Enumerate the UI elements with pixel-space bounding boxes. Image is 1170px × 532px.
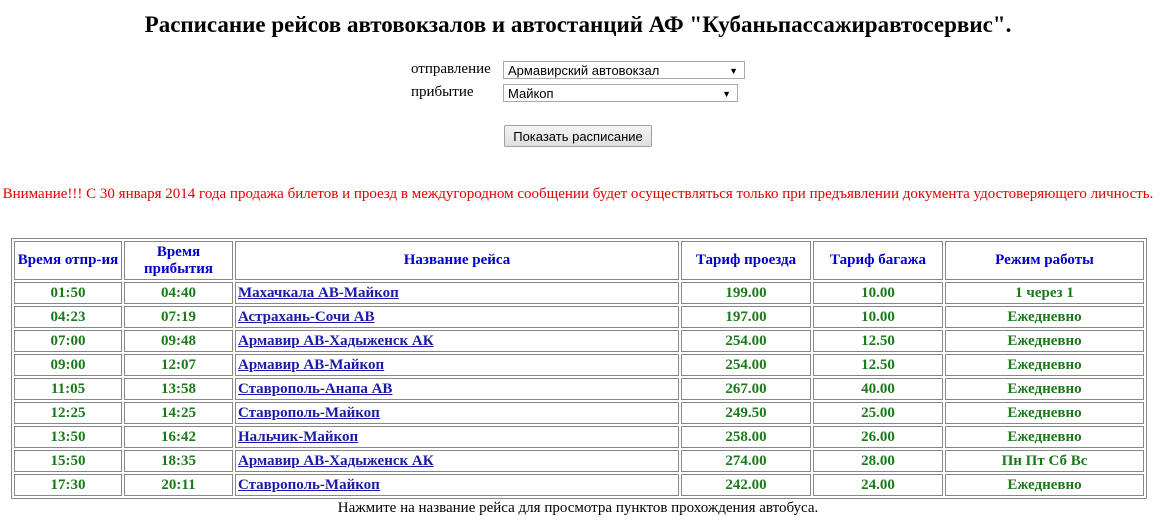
schedule-mode: Ежедневно	[945, 426, 1144, 448]
route-form: отправление Армавирский автовокзал ▼ при…	[411, 58, 745, 104]
route-link[interactable]: Армавир АВ-Хадыженск АК	[238, 332, 434, 349]
baggage-fare: 10.00	[813, 282, 943, 304]
route-name-cell: Армавир АВ-Майкоп	[235, 354, 679, 376]
column-header: Время прибытия	[124, 241, 233, 280]
schedule-mode: Ежедневно	[945, 378, 1144, 400]
arrival-time: 18:35	[124, 450, 233, 472]
table-row: 07:00 09:48 Армавир АВ-Хадыженск АК 254.00 1…	[14, 330, 1144, 352]
table-row: 04:23 07:19 Астрахань-Сочи АВ 197.00 10.00 Еж…	[14, 306, 1144, 328]
column-header: Тариф проезда	[681, 241, 811, 280]
arrival-label: прибытие	[411, 84, 474, 100]
fare: 258.00	[681, 426, 811, 448]
show-schedule-button[interactable]: Показать расписание	[504, 125, 652, 147]
fare: 254.00	[681, 330, 811, 352]
arrival-time: 16:42	[124, 426, 233, 448]
schedule-table: Время отпр-ия Время прибытия Название рейс…	[11, 238, 1147, 499]
fare: 274.00	[681, 450, 811, 472]
table-row: 13:50 16:42 Нальчик-Майкоп 258.00 26.00 Ежедн…	[14, 426, 1144, 448]
departure-time: 07:00	[14, 330, 122, 352]
baggage-fare: 12.50	[813, 330, 943, 352]
departure-time: 17:30	[14, 474, 122, 496]
route-link[interactable]: Ставрополь-Анапа АВ	[238, 380, 393, 397]
departure-time: 11:05	[14, 378, 122, 400]
table-row: 09:00 12:07 Армавир АВ-Майкоп 254.00 12.50 Еж…	[14, 354, 1144, 376]
route-name-cell: Ставрополь-Анапа АВ	[235, 378, 679, 400]
schedule-mode: Ежедневно	[945, 402, 1144, 424]
baggage-fare: 24.00	[813, 474, 943, 496]
schedule-mode: Пн Пт Сб Вс	[945, 450, 1144, 472]
route-link[interactable]: Астрахань-Сочи АВ	[238, 308, 375, 325]
schedule-mode: Ежедневно	[945, 474, 1144, 496]
baggage-fare: 26.00	[813, 426, 943, 448]
footer-hint: Нажмите на название рейса для просмотра …	[337, 500, 819, 516]
route-link[interactable]: Армавир АВ-Хадыженск АК	[238, 452, 434, 469]
departure-time: 04:23	[14, 306, 122, 328]
route-link[interactable]: Ставрополь-Майкоп	[238, 404, 380, 421]
table-row: 11:05 13:58 Ставрополь-Анапа АВ 267.00 40.00…	[14, 378, 1144, 400]
arrival-time: 14:25	[124, 402, 233, 424]
arrival-time: 04:40	[124, 282, 233, 304]
table-row: 12:25 14:25 Ставрополь-Майкоп 249.50 25.00 Еж…	[14, 402, 1144, 424]
baggage-fare: 12.50	[813, 354, 943, 376]
schedule-mode: Ежедневно	[945, 354, 1144, 376]
table-header-row: Время отпр-ия Время прибытия Название рейс…	[14, 241, 1144, 280]
departure-select[interactable]: Армавирский автовокзал ▼	[503, 60, 745, 79]
arrival-select[interactable]: Майкоп ▼	[503, 83, 738, 102]
baggage-fare: 10.00	[813, 306, 943, 328]
fare: 249.50	[681, 402, 811, 424]
arrival-time: 13:58	[124, 378, 233, 400]
baggage-fare: 28.00	[813, 450, 943, 472]
arrival-value: Майкоп	[508, 85, 554, 101]
departure-value: Армавирский автовокзал	[508, 62, 660, 78]
route-name-cell: Астрахань-Сочи АВ	[235, 306, 679, 328]
arrival-time: 07:19	[124, 306, 233, 328]
fare: 267.00	[681, 378, 811, 400]
table-row: 17:30 20:11 Ставрополь-Майкоп 242.00 24.00 Еж…	[14, 474, 1144, 496]
schedule-mode: Ежедневно	[945, 306, 1144, 328]
column-header: Тариф багажа	[813, 241, 943, 280]
departure-label: отправление	[411, 61, 491, 77]
arrival-time: 09:48	[124, 330, 233, 352]
route-name-cell: Армавир АВ-Хадыженск АК	[235, 450, 679, 472]
warning-notice: Внимание!!! С 30 января 2014 года продаж…	[2, 186, 1154, 202]
schedule-mode: Ежедневно	[945, 330, 1144, 352]
departure-time: 13:50	[14, 426, 122, 448]
column-header: Время отпр-ия	[14, 241, 122, 280]
route-name-cell: Армавир АВ-Хадыженск АК	[235, 330, 679, 352]
baggage-fare: 25.00	[813, 402, 943, 424]
route-name-cell: Нальчик-Майкоп	[235, 426, 679, 448]
fare: 242.00	[681, 474, 811, 496]
departure-time: 01:50	[14, 282, 122, 304]
route-name-cell: Махачкала АВ-Майкоп	[235, 282, 679, 304]
route-link[interactable]: Ставрополь-Майкоп	[238, 476, 380, 493]
route-link[interactable]: Нальчик-Майкоп	[238, 428, 359, 445]
column-header: Название рейса	[235, 241, 679, 280]
page-title: Расписание рейсов автовокзалов и автоста…	[144, 12, 1012, 37]
fare: 197.00	[681, 306, 811, 328]
route-name-cell: Ставрополь-Майкоп	[235, 474, 679, 496]
departure-time: 15:50	[14, 450, 122, 472]
route-name-cell: Ставрополь-Майкоп	[235, 402, 679, 424]
route-link[interactable]: Махачкала АВ-Майкоп	[238, 284, 399, 301]
column-header: Режим работы	[945, 241, 1144, 280]
table-row: 01:50 04:40 Махачкала АВ-Майкоп 199.00 10.00…	[14, 282, 1144, 304]
schedule-mode: 1 через 1	[945, 282, 1144, 304]
departure-time: 12:25	[14, 402, 122, 424]
fare: 254.00	[681, 354, 811, 376]
departure-time: 09:00	[14, 354, 122, 376]
chevron-down-icon: ▼	[722, 88, 731, 99]
arrival-time: 12:07	[124, 354, 233, 376]
table-row: 15:50 18:35 Армавир АВ-Хадыженск АК 274.00 2…	[14, 450, 1144, 472]
fare: 199.00	[681, 282, 811, 304]
arrival-time: 20:11	[124, 474, 233, 496]
chevron-down-icon: ▼	[729, 65, 738, 76]
baggage-fare: 40.00	[813, 378, 943, 400]
route-link[interactable]: Армавир АВ-Майкоп	[238, 356, 385, 373]
